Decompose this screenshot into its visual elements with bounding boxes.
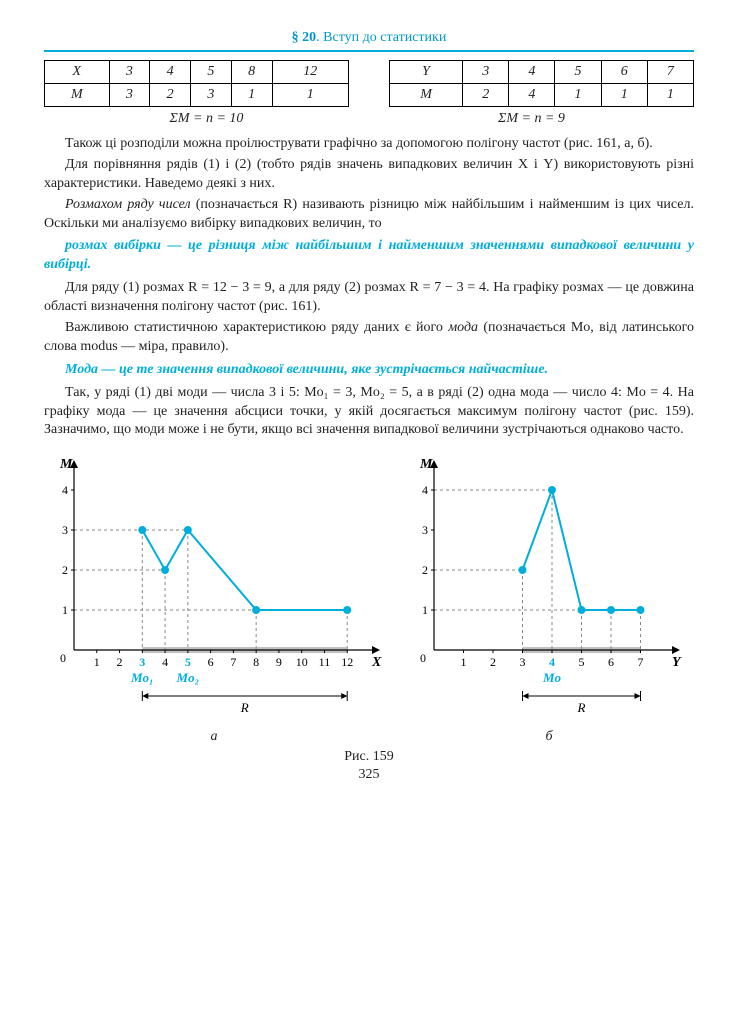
svg-text:1: 1 — [422, 603, 428, 617]
svg-text:1: 1 — [62, 603, 68, 617]
svg-text:R: R — [577, 700, 586, 715]
page-number: 325 — [44, 767, 694, 783]
table-row: X 3 4 5 8 12 — [45, 61, 349, 84]
svg-text:4: 4 — [62, 483, 68, 497]
paragraph: Також ці розподіли можна проілюструвати … — [44, 135, 694, 154]
cell: 12 — [272, 61, 348, 84]
chart-a: 01234123456789101112MXMo₁Mo₂R а — [44, 452, 384, 745]
table-left-wrap: X 3 4 5 8 12 M 3 2 3 1 1 — [44, 60, 349, 107]
svg-text:M: M — [59, 457, 73, 472]
svg-text:3: 3 — [520, 655, 526, 669]
tables-row: X 3 4 5 8 12 M 3 2 3 1 1 Y 3 4 5 — [44, 60, 694, 107]
svg-text:0: 0 — [420, 651, 426, 665]
table-left: X 3 4 5 8 12 M 3 2 3 1 1 — [44, 60, 349, 107]
cell: M — [390, 84, 463, 107]
cell: 5 — [555, 61, 601, 84]
text: Важливою статистичною характеристикою ря… — [65, 320, 448, 335]
definition: Мода — це те значення випадкової величин… — [44, 361, 694, 380]
svg-text:M: M — [419, 457, 433, 472]
paragraph: Так, у ряді (1) дві моди — числа 3 і 5: … — [44, 384, 694, 441]
paragraph: Розмахом ряду чисел (позначається R) наз… — [44, 196, 694, 234]
paragraph: Для порівняння рядів (1) і (2) (тобто ря… — [44, 156, 694, 194]
chart-b-svg: 0 1 2 3 4 1 2 3 4 5 6 7 M Y Mo R — [404, 452, 684, 722]
sigma-left: ΣM = n = 10 — [44, 111, 369, 127]
cell: 5 — [191, 61, 232, 84]
chart-b-sublabel: б — [404, 729, 694, 745]
svg-text:5: 5 — [579, 655, 585, 669]
svg-text:Mo₂: Mo₂ — [176, 670, 200, 685]
section-header: § 20. Вступ до статистики — [44, 30, 694, 46]
table-row: M 3 2 3 1 1 — [45, 84, 349, 107]
term: Розмахом ряду чисел — [65, 197, 191, 212]
svg-text:6: 6 — [608, 655, 614, 669]
svg-text:2: 2 — [422, 563, 428, 577]
charts-row: 01234123456789101112MXMo₁Mo₂R а 01234123… — [44, 452, 694, 745]
cell: 1 — [231, 84, 272, 107]
svg-text:11: 11 — [319, 655, 331, 669]
svg-text:2: 2 — [490, 655, 496, 669]
chart-a-svg: 01234123456789101112MXMo₁Mo₂R — [44, 452, 384, 722]
svg-text:3: 3 — [422, 523, 428, 537]
cell: 3 — [109, 61, 150, 84]
svg-text:0: 0 — [60, 651, 66, 665]
svg-text:Y: Y — [672, 655, 682, 670]
cell: 6 — [601, 61, 647, 84]
svg-text:7: 7 — [230, 655, 236, 669]
cell: 8 — [231, 61, 272, 84]
svg-text:Mo₁: Mo₁ — [130, 670, 154, 685]
cell: X — [45, 61, 110, 84]
table-right-wrap: Y 3 4 5 6 7 M 2 4 1 1 1 — [389, 60, 694, 107]
section-title: . Вступ до статистики — [316, 30, 446, 45]
cell: 1 — [601, 84, 647, 107]
section-number: § 20 — [292, 30, 317, 45]
svg-text:Mo: Mo — [542, 670, 562, 685]
svg-text:7: 7 — [638, 655, 644, 669]
cell: 3 — [109, 84, 150, 107]
cell: 4 — [150, 61, 191, 84]
svg-text:10: 10 — [296, 655, 308, 669]
paragraph: Для ряду (1) розмах R = 12 − 3 = 9, а дл… — [44, 279, 694, 317]
cell: 3 — [191, 84, 232, 107]
table-right: Y 3 4 5 6 7 M 2 4 1 1 1 — [389, 60, 694, 107]
svg-text:6: 6 — [208, 655, 214, 669]
svg-text:1: 1 — [461, 655, 467, 669]
table-row: Y 3 4 5 6 7 — [390, 61, 694, 84]
cell: 4 — [509, 61, 555, 84]
svg-text:1: 1 — [94, 655, 100, 669]
cell: 2 — [150, 84, 191, 107]
svg-text:2: 2 — [62, 563, 68, 577]
svg-text:2: 2 — [117, 655, 123, 669]
cell: 2 — [463, 84, 509, 107]
svg-text:9: 9 — [276, 655, 282, 669]
definition: розмах вибірки — це різниця між найбільш… — [44, 237, 694, 275]
svg-text:4: 4 — [422, 483, 428, 497]
chart-a-sublabel: а — [44, 729, 384, 745]
sigma-row: ΣM = n = 10 ΣM = n = 9 — [44, 111, 694, 127]
cell: 3 — [463, 61, 509, 84]
svg-text:R: R — [240, 700, 249, 715]
table-row: M 2 4 1 1 1 — [390, 84, 694, 107]
chart-b: 0 1 2 3 4 1 2 3 4 5 6 7 M Y Mo R б — [404, 452, 694, 745]
cell: 1 — [272, 84, 348, 107]
sigma-right: ΣM = n = 9 — [369, 111, 694, 127]
paragraph: Важливою статистичною характеристикою ря… — [44, 319, 694, 357]
header-rule — [44, 50, 694, 52]
term: мода — [448, 320, 478, 335]
svg-text:4: 4 — [549, 655, 555, 669]
cell: 4 — [509, 84, 555, 107]
figure-caption: Рис. 159 — [44, 749, 694, 765]
svg-text:8: 8 — [253, 655, 259, 669]
svg-text:12: 12 — [341, 655, 353, 669]
cell: 7 — [647, 61, 693, 84]
svg-text:4: 4 — [162, 655, 168, 669]
svg-text:X: X — [371, 655, 382, 670]
svg-text:3: 3 — [139, 655, 145, 669]
cell: M — [45, 84, 110, 107]
svg-text:5: 5 — [185, 655, 191, 669]
cell: Y — [390, 61, 463, 84]
cell: 1 — [647, 84, 693, 107]
svg-text:3: 3 — [62, 523, 68, 537]
cell: 1 — [555, 84, 601, 107]
